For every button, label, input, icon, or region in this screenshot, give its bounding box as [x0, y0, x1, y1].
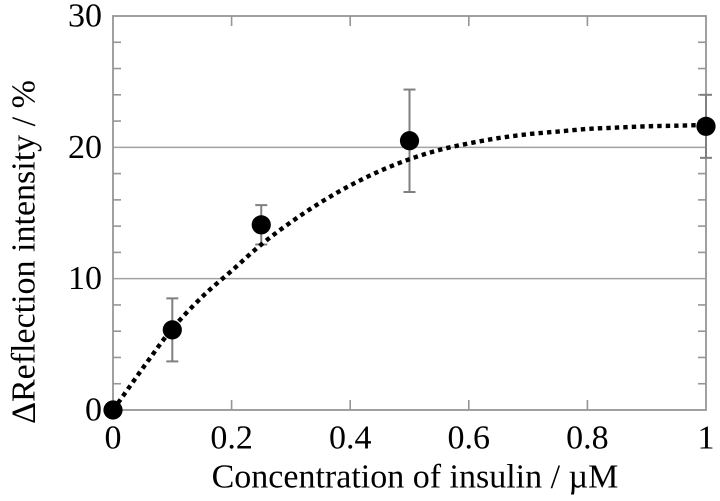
- data-point: [399, 131, 420, 151]
- fit-curve: [111, 122, 707, 412]
- x-axis-title: Concentration of insulin / µM: [212, 459, 619, 496]
- axes-and-ticks: [112, 15, 707, 411]
- y-tick-label: 0: [85, 392, 102, 429]
- data-point: [251, 215, 271, 235]
- data-point: [162, 320, 182, 340]
- data-point: [103, 400, 123, 420]
- x-tick-label: 0.4: [329, 420, 372, 457]
- x-tick-label: 0: [105, 420, 122, 457]
- x-tick-label: 1: [698, 420, 715, 457]
- x-tick-label: 0.6: [448, 420, 491, 457]
- data-point: [696, 116, 716, 136]
- y-tick-label: 30: [68, 0, 102, 35]
- y-tick-label: 10: [68, 260, 102, 297]
- data-series: [103, 88, 716, 420]
- y-tick-label: 20: [68, 129, 102, 166]
- x-tick-label: 0.2: [210, 420, 253, 457]
- plot-border: [112, 15, 707, 411]
- x-tick-label: 0.8: [566, 420, 609, 457]
- y-axis-title: ΔReflection intensity / %: [6, 80, 43, 424]
